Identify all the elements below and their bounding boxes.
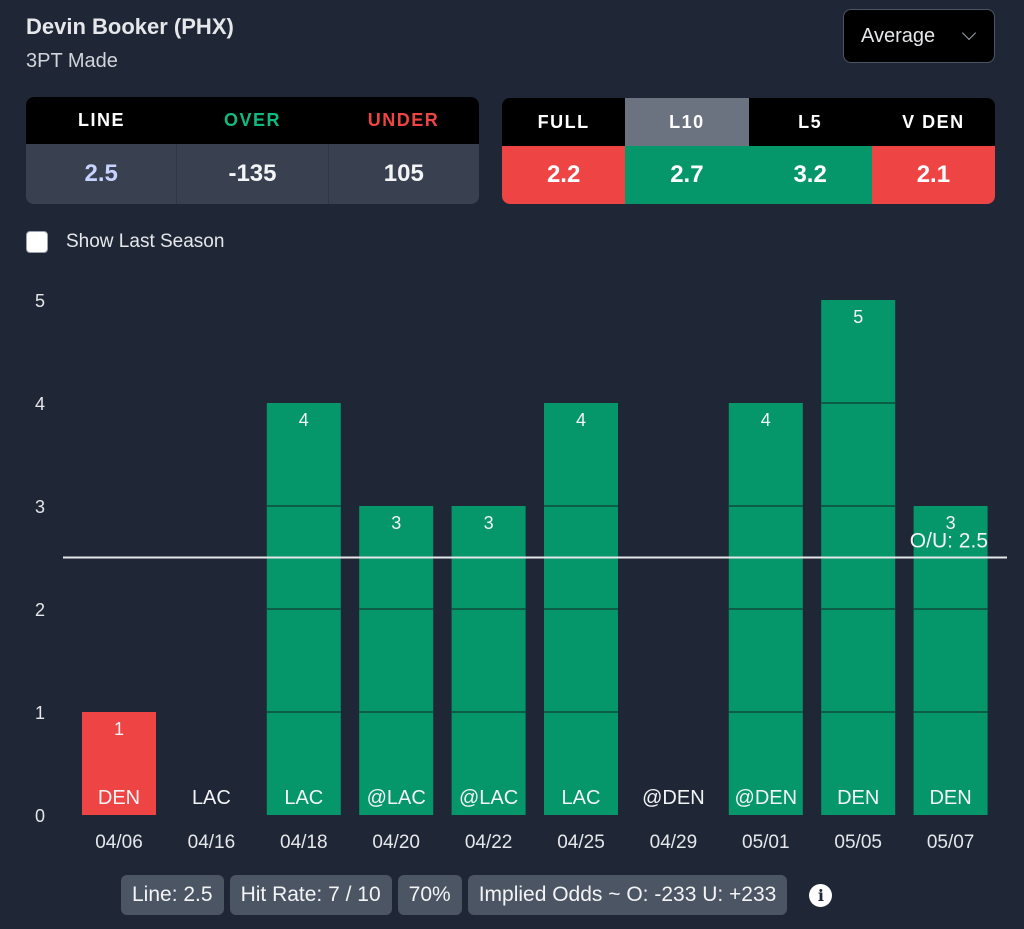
x-tick-label: 04/16 [188,832,236,853]
x-tick-label: 04/20 [372,832,420,853]
opponent-label: DEN [929,787,971,809]
opponent-label: @DEN [642,787,705,809]
x-tick-label: 04/29 [650,832,698,853]
bar [359,506,434,815]
y-tick-label: 1 [35,703,45,723]
x-tick-label: 05/05 [834,832,882,853]
tab-l5[interactable]: L5 [798,111,823,132]
odds-value-under: 105 [327,144,479,204]
opponent-label: @LAC [459,787,518,809]
bar-value-label: 3 [484,513,494,533]
implied-odds-pill: Implied Odds ~ O: -233 U: +233 [467,875,788,915]
summary-bar: Line: 2.5 Hit Rate: 7 / 10 70% Implied O… [121,875,833,915]
bar-value-label: 5 [853,307,863,327]
avg-value-l5: 3.2 [748,146,872,204]
bar [82,712,156,815]
x-tick-label: 04/25 [557,832,605,853]
tab-v-den[interactable]: V DEN [902,111,965,132]
odds-header-under: UNDER [367,110,440,130]
avg-value-l10: 2.7 [625,146,749,204]
bar-value-label: 3 [946,513,956,533]
tab-full[interactable]: FULL [537,111,590,132]
bar [451,506,526,815]
odds-header-line: LINE [77,110,125,130]
chevron-down-icon [961,25,977,41]
bar-value-label: 4 [576,410,586,430]
over-under-label: O/U: 2.5 [910,530,988,553]
x-tick-label: 05/07 [927,832,975,853]
opponent-label: DEN [98,787,140,809]
select-value: Average [861,24,936,47]
stat-name: 3PT Made [26,50,118,72]
opponent-label: @DEN [735,787,798,809]
bar-value-label: 1 [114,719,124,739]
y-tick-label: 2 [35,600,45,620]
opponent-label: LAC [192,787,231,809]
bar-value-label: 3 [391,513,401,533]
opponent-label: DEN [837,787,879,809]
x-tick-label: 04/22 [465,832,513,853]
show-last-season-toggle[interactable]: Show Last Season [26,231,224,253]
opponent-label: @LAC [367,787,426,809]
x-tick-label: 04/18 [280,832,328,853]
show-last-season-label: Show Last Season [66,231,225,252]
opponent-label: LAC [284,787,323,809]
x-tick-label: 05/01 [742,832,790,853]
bar-value-label: 4 [299,410,309,430]
bar-chart: 0 1 2 3 4 5 1 DEN 04/06 LAC 04/16 4 LAC 04/18 3 @LAC 04/… [35,291,1007,853]
y-tick-label: 4 [35,394,45,414]
hit-rate-pill: Hit Rate: 7 / 10 [229,875,392,915]
bar-value-label: 4 [761,410,771,430]
x-tick-label: 04/06 [95,832,143,853]
opponent-label: LAC [562,787,601,809]
average-select[interactable]: Average [843,9,995,63]
avg-value-v-den: 2.1 [871,146,995,204]
tab-l10[interactable]: L10 [625,98,749,146]
show-last-season-checkbox[interactable] [26,231,48,253]
odds-header-over: OVER [223,110,281,130]
avg-value-full: 2.2 [502,146,626,204]
average-table: FULL L10 L5 V DEN 2.2 2.7 3.2 2.1 [502,98,995,204]
odds-value-over: -135 [176,144,327,204]
line-pill: Line: 2.5 [121,875,224,915]
hit-percent-pill: 70% [397,875,462,915]
odds-value-line: 2.5 [84,160,118,187]
y-tick-label: 5 [35,291,45,311]
y-tick-label: 0 [35,806,45,826]
odds-table: LINE OVER UNDER 2.5 -135 105 [26,97,479,204]
player-name: Devin Booker (PHX) [26,14,234,39]
info-icon[interactable]: i [809,883,833,907]
y-tick-label: 3 [35,497,45,517]
